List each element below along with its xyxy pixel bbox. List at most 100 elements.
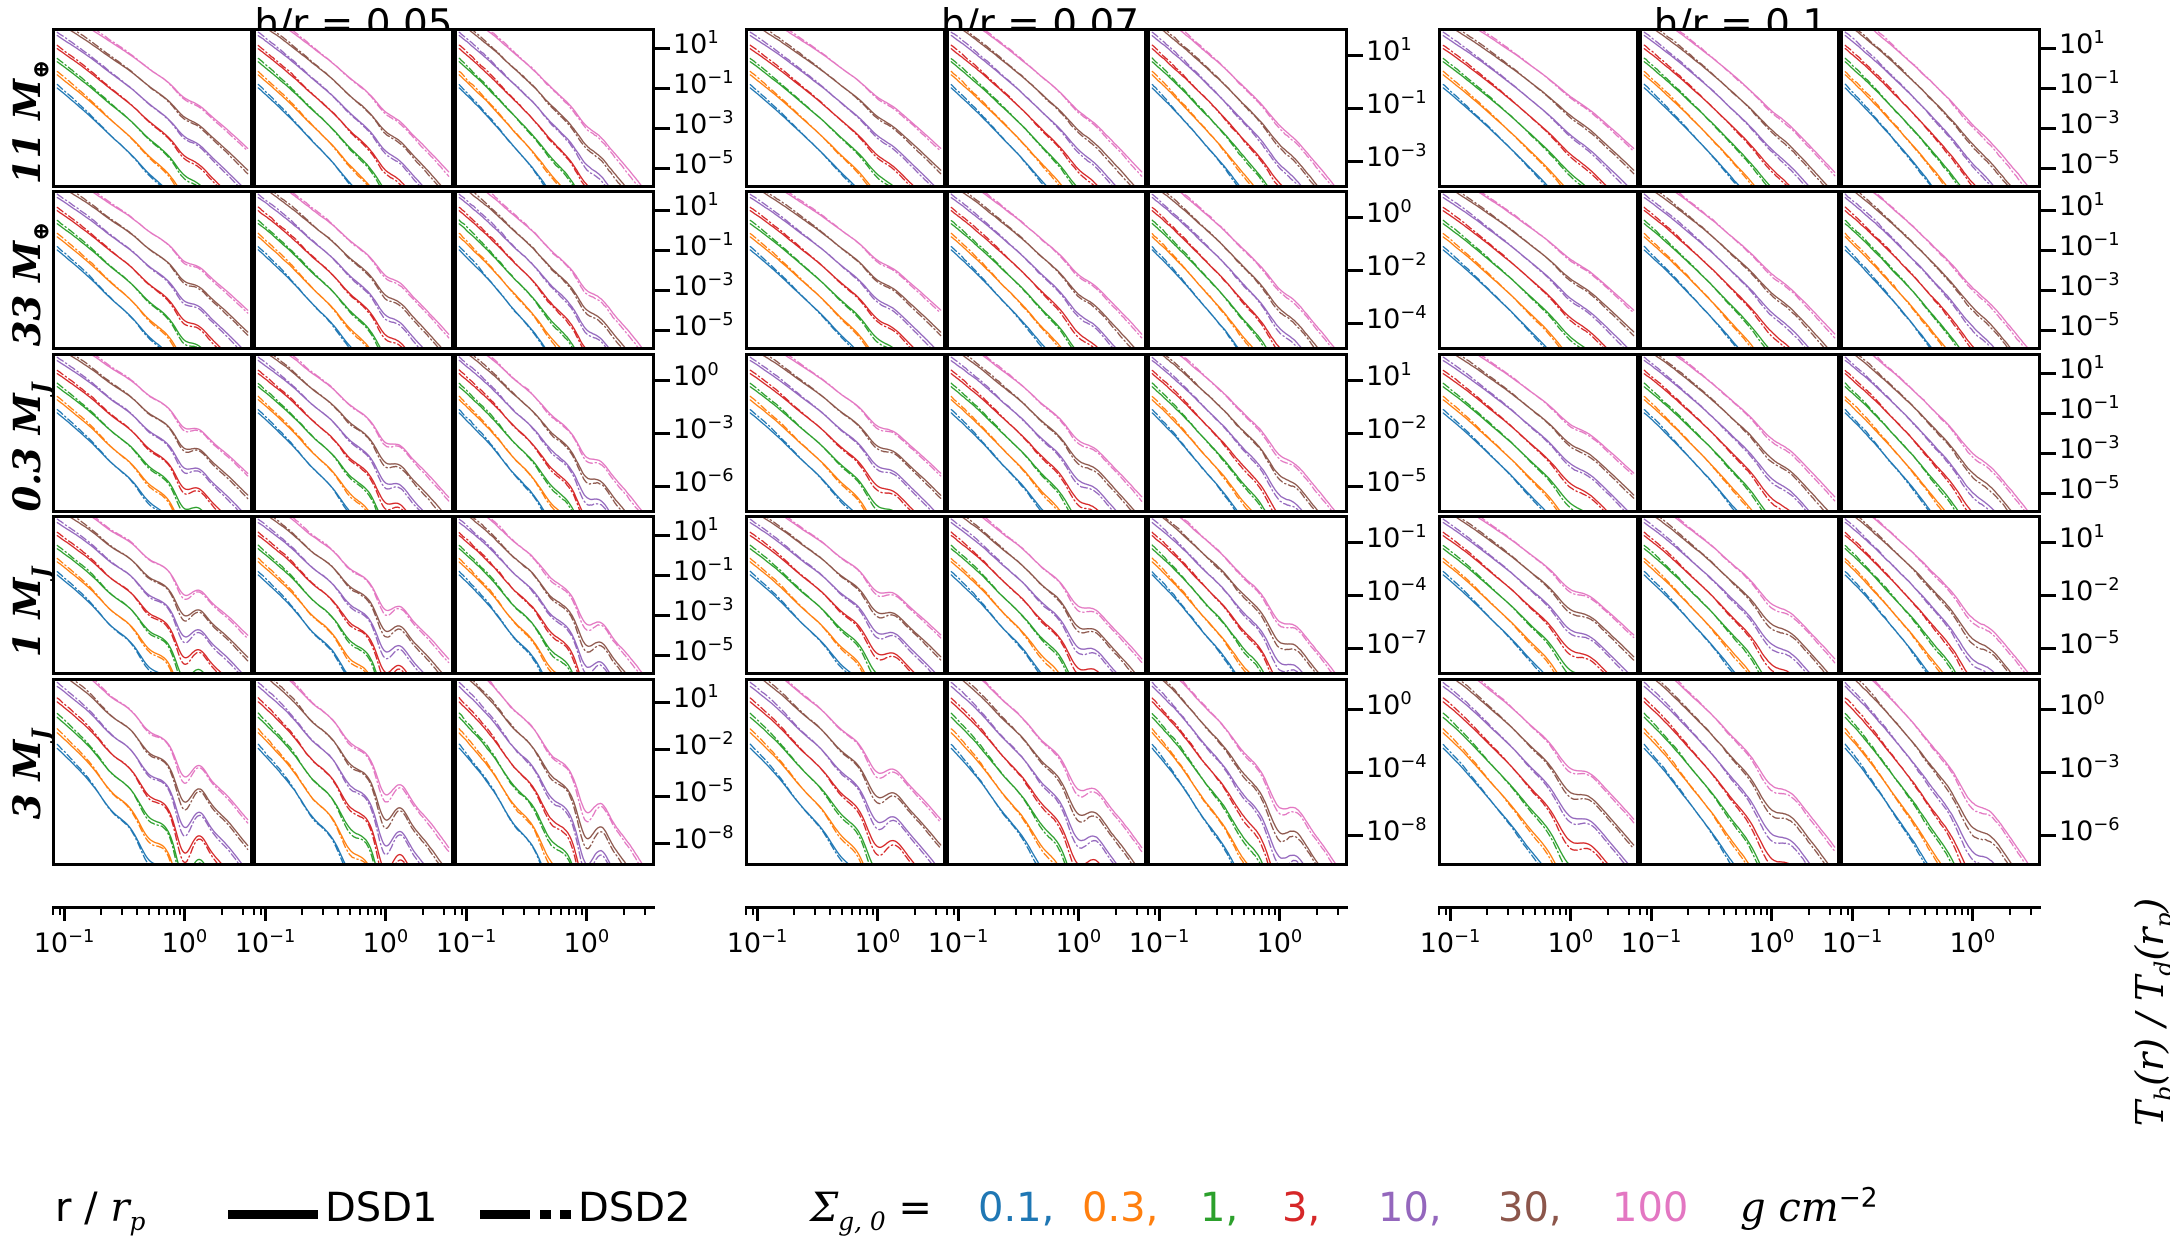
x-tick-mark-minor xyxy=(1627,906,1630,915)
series-line-sigma-10-dsd1 xyxy=(258,686,448,863)
plot-panel-g2-r1-c1 xyxy=(745,28,946,188)
x-tick-mark-minor xyxy=(1507,906,1510,915)
series-line-sigma-10-dsd1 xyxy=(1443,523,1633,672)
series-line-sigma-0.1-dsd1 xyxy=(951,88,1141,185)
series-line-sigma-0.1-dsd1 xyxy=(750,250,940,347)
series-line-sigma-0.1-dsd2 xyxy=(750,744,940,863)
x-tick-label: 100 xyxy=(161,926,208,959)
y-tick-mark xyxy=(1347,485,1363,489)
sigma-value-4: 10, xyxy=(1378,1185,1442,1231)
y-tick-mark xyxy=(2040,249,2056,252)
series-line-sigma-100-dsd2 xyxy=(750,31,940,151)
series-line-sigma-3-dsd2 xyxy=(57,45,247,185)
series-line-sigma-3-dsd2 xyxy=(459,208,649,347)
x-tick-mark-minor xyxy=(1243,906,1246,915)
series-line-sigma-10-dsd1 xyxy=(1152,686,1342,863)
y-tick-mark xyxy=(1347,53,1363,57)
series-line-sigma-1-dsd2 xyxy=(1443,713,1633,863)
plot-panel-g3-r5-c1 xyxy=(1438,678,1639,866)
dsd1-line-sample xyxy=(228,1210,318,1219)
series-line-sigma-0.3-dsd2 xyxy=(1443,71,1633,185)
series-line-sigma-100-dsd2 xyxy=(57,518,247,639)
series-line-sigma-0.3-dsd2 xyxy=(459,559,649,672)
y-tick-mark xyxy=(654,747,670,751)
series-line-sigma-1-dsd2 xyxy=(951,713,1141,863)
x-tick-mark-minor xyxy=(1723,906,1726,915)
series-line-sigma-1-dsd1 xyxy=(951,387,1141,510)
series-line-sigma-1-dsd2 xyxy=(1644,220,1834,347)
plot-panel-g3-r5-c3 xyxy=(1840,678,2041,866)
series-line-sigma-3-dsd2 xyxy=(1644,207,1834,347)
series-line-sigma-1-dsd2 xyxy=(57,383,247,510)
plot-panel-g2-r2-c3 xyxy=(1147,190,1348,350)
series-line-sigma-1-dsd1 xyxy=(1845,224,2035,347)
series-line-sigma-1-dsd1 xyxy=(1443,549,1633,672)
x-axis-line xyxy=(1840,906,2041,909)
row-label-3-mj: 3 MJ xyxy=(5,728,55,820)
series-line-sigma-3-dsd1 xyxy=(258,374,448,510)
x-tick-mark-minor xyxy=(1315,906,1318,915)
x-tick-mark-minor xyxy=(643,906,646,915)
series-line-sigma-0.1-dsd2 xyxy=(1845,744,2035,863)
series-line-sigma-10-dsd2 xyxy=(1644,32,1834,185)
x-tick-mark-minor xyxy=(2029,906,2032,915)
series-line-sigma-0.3-dsd2 xyxy=(1644,397,1834,510)
series-line-sigma-1-dsd1 xyxy=(258,387,448,510)
y-tick-mark xyxy=(654,87,670,90)
sigma-value-5: 30, xyxy=(1498,1185,1562,1231)
series-line-sigma-1-dsd2 xyxy=(1443,546,1633,672)
series-line-sigma-1-dsd2 xyxy=(1152,714,1342,863)
x-axis-line xyxy=(253,906,454,909)
x-tick-mark-minor xyxy=(1522,906,1525,915)
x-tick-mark xyxy=(264,906,268,921)
y-tick-mark xyxy=(1347,647,1363,651)
series-line-sigma-0.1-dsd1 xyxy=(459,413,649,510)
y-tick-mark xyxy=(654,289,670,292)
y-tick-mark xyxy=(1347,269,1363,272)
series-line-sigma-0.1-dsd2 xyxy=(1152,85,1342,185)
series-line-sigma-10-dsd2 xyxy=(258,194,448,347)
series-line-sigma-10-dsd2 xyxy=(1152,683,1342,863)
plot-panel-g2-r5-c3 xyxy=(1147,678,1348,866)
series-line-sigma-10-dsd2 xyxy=(1152,32,1342,185)
series-line-sigma-3-dsd1 xyxy=(1845,211,2035,347)
series-line-sigma-0.3-dsd2 xyxy=(1152,729,1342,863)
y-tick-label: 101 xyxy=(673,514,719,547)
series-line-sigma-100-dsd1 xyxy=(951,31,1141,172)
series-line-sigma-3-dsd2 xyxy=(1845,698,2035,863)
series-line-sigma-10-dsd2 xyxy=(1443,194,1633,347)
series-line-sigma-100-dsd1 xyxy=(951,193,1141,334)
series-line-sigma-30-dsd2 xyxy=(951,31,1141,185)
series-line-sigma-10-dsd2 xyxy=(459,357,649,510)
x-tick-mark-minor xyxy=(850,906,853,915)
y-tick-label: 10−4 xyxy=(1366,574,1427,607)
series-line-sigma-100-dsd1 xyxy=(258,31,448,172)
series-line-sigma-0.1-dsd1 xyxy=(1443,748,1633,863)
series-line-sigma-0.1-dsd1 xyxy=(1443,250,1633,347)
y-tick-label: 10−3 xyxy=(673,412,734,445)
series-line-sigma-1-dsd1 xyxy=(1644,549,1834,672)
plot-panel-g2-r1-c3 xyxy=(1147,28,1348,188)
series-line-sigma-0.3-dsd1 xyxy=(1644,75,1834,185)
series-line-sigma-10-dsd2 xyxy=(1845,683,2035,863)
series-line-sigma-100-dsd2 xyxy=(1845,193,2035,347)
series-line-sigma-0.3-dsd1 xyxy=(1443,400,1633,510)
series-line-sigma-0.1-dsd1 xyxy=(1644,250,1834,347)
series-line-sigma-30-dsd1 xyxy=(57,518,247,657)
series-line-sigma-0.1-dsd1 xyxy=(1152,575,1342,672)
y-tick-label: 10−5 xyxy=(673,309,734,342)
series-line-sigma-1-dsd2 xyxy=(1845,383,2035,510)
series-line-sigma-10-dsd2 xyxy=(57,357,247,510)
y-tick-mark xyxy=(1347,160,1363,164)
series-line-sigma-0.3-dsd2 xyxy=(258,233,448,347)
series-line-sigma-0.3-dsd1 xyxy=(1644,562,1834,672)
series-line-sigma-100-dsd2 xyxy=(1152,681,1342,863)
series-line-sigma-30-dsd2 xyxy=(1644,356,1834,510)
x-tick-mark xyxy=(1971,906,1975,921)
series-line-sigma-0.3-dsd2 xyxy=(1845,559,2035,672)
series-line-sigma-3-dsd1 xyxy=(1644,702,1834,863)
series-line-sigma-30-dsd1 xyxy=(1152,518,1342,672)
x-tick-mark-minor xyxy=(301,906,304,915)
series-line-sigma-3-dsd2 xyxy=(1443,207,1633,347)
